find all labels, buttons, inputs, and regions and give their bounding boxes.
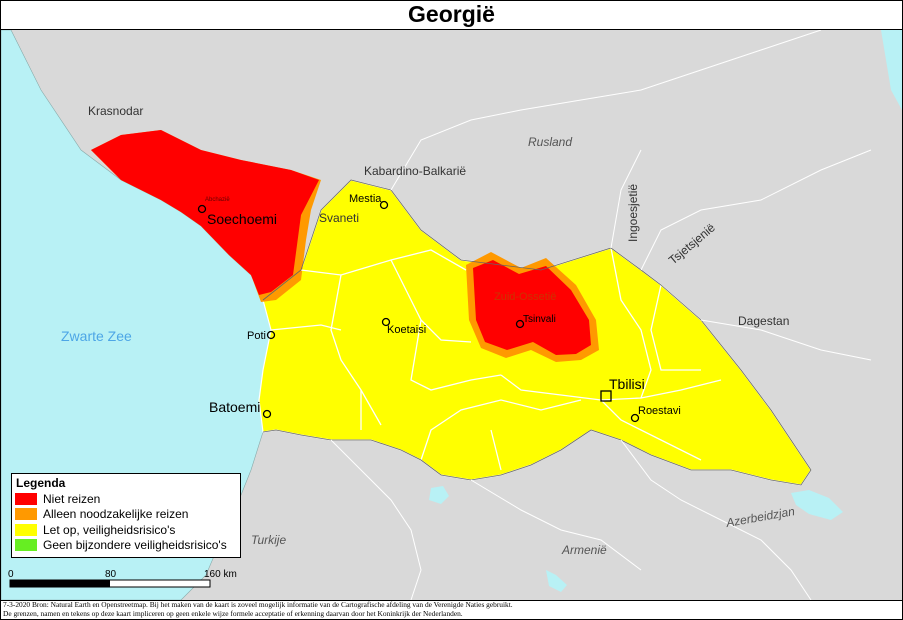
city-marker [515, 319, 525, 329]
footer-source: 7-3-2020 Bron: Natural Earth en Openstre… [3, 600, 513, 609]
label-armenie: Armenië [561, 543, 607, 557]
legend-label: Alleen noodzakelijke reizen [43, 507, 189, 522]
region-abchazie [91, 130, 319, 295]
city-marker [379, 200, 389, 210]
city-label: Poti [247, 330, 266, 342]
legend-title: Legenda [16, 476, 66, 490]
label-turkije: Turkije [251, 533, 286, 547]
legend-item-niet-reizen: Niet reizen [15, 491, 240, 507]
label-zuid-ossetie: Zuid-Ossetië [494, 291, 556, 303]
lake-north [881, 30, 902, 110]
city-tsinvali: Tsinvali [515, 314, 556, 329]
region-zuid-ossetie [473, 260, 591, 355]
city-label: Mestia [349, 193, 382, 205]
city-roestavi: Roestavi [630, 405, 681, 423]
map-title: Georgië [408, 1, 495, 27]
city-batoemi: Batoemi [209, 399, 272, 419]
label-svaneti: Svaneti [319, 211, 359, 225]
label-rusland: Rusland [528, 135, 572, 149]
city-poti: Poti [247, 330, 276, 342]
footer: 7-3-2020 Bron: Natural Earth en Openstre… [3, 600, 898, 618]
city-marker [266, 330, 276, 340]
city-mestia: Mestia [349, 193, 389, 210]
capital-marker [600, 390, 612, 402]
city-label: Tsinvali [523, 314, 556, 325]
georgia-border [262, 179, 812, 486]
map-svg: Krasnodar Rusland Kabardino-Balkarië Ing… [1, 30, 902, 600]
scale-tick-80: 80 [105, 569, 117, 580]
legend-label: Let op, veiligheidsrisico's [43, 522, 176, 537]
legend-swatch [15, 523, 37, 536]
lake-armenia [429, 486, 449, 504]
lake-mingachevir [791, 490, 843, 520]
foreign-borders [330, 30, 872, 600]
legend-label: Niet reizen [43, 491, 101, 506]
legend-label: Geen bijzondere veiligheidsrisico's [43, 538, 227, 553]
scale-bar-svg: 0 80 160 km [8, 569, 237, 588]
city-marker [262, 409, 272, 419]
label-abchazie: Abchazië [205, 197, 230, 203]
city-soechoemi: Soechoemi [197, 204, 277, 227]
label-ingoesjetie: Ingoesjetië [626, 184, 640, 242]
label-dagestan: Dagestan [738, 314, 789, 328]
scale-bar: 0 80 160 km [8, 567, 248, 591]
footer-disclaimer: De grenzen, namen en tekens op deze kaar… [3, 609, 463, 618]
legend-swatch [15, 508, 37, 521]
legend-swatch [15, 492, 37, 505]
scale-tick-0: 0 [8, 569, 14, 580]
label-kabardino: Kabardino-Balkarië [364, 164, 466, 178]
lake-turkey [546, 570, 567, 592]
label-krasnodar: Krasnodar [88, 104, 143, 118]
scale-bar-segment [10, 580, 110, 587]
label-zwarte-zee: Zwarte Zee [61, 328, 132, 344]
city-label: Batoemi [209, 399, 260, 415]
legend-item-alleen-noodzakelijk: Alleen noodzakelijke reizen [15, 507, 240, 523]
legend: Legenda Niet reizen Alleen noodzakelijke… [11, 473, 241, 558]
map-canvas: Krasnodar Rusland Kabardino-Balkarië Ing… [1, 29, 902, 601]
legend-swatch [15, 539, 37, 552]
scale-tick-160: 160 km [204, 569, 237, 580]
city-marker [197, 204, 207, 214]
city-label: Soechoemi [207, 211, 277, 227]
city-label: Tbilisi [609, 376, 645, 392]
legend-item-let-op: Let op, veiligheidsrisico's [15, 522, 240, 538]
city-koetaisi: Koetaisi [381, 317, 426, 336]
city-label: Koetaisi [387, 324, 426, 336]
city-marker [630, 413, 640, 423]
city-tbilisi: Tbilisi [600, 376, 645, 402]
city-marker [381, 317, 391, 327]
legend-item-geen-bijzondere: Geen bijzondere veiligheidsrisico's [15, 538, 240, 554]
city-label: Roestavi [638, 405, 681, 417]
